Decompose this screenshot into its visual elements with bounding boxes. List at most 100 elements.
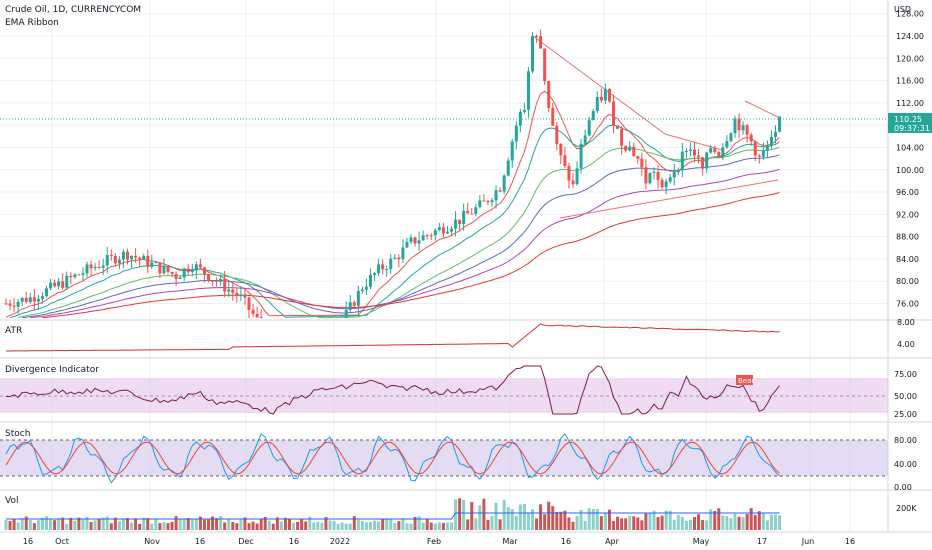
candle-body [243,294,247,298]
candle-body [186,268,190,273]
volume-bar [320,522,324,530]
stoch-d-line [5,441,780,475]
candlesticks [4,29,782,319]
ema-line [30,168,780,319]
bear-badge-bg [736,375,753,385]
candle-body [466,211,470,214]
candle-body [539,36,543,49]
candle-body [113,255,117,264]
candle-body [737,118,741,131]
volume-bar [567,517,571,530]
pennant-top[interactable] [744,100,781,119]
candle-body [660,179,664,188]
candle-body [255,313,259,318]
volume-bar [684,520,688,530]
candle-body [599,97,603,101]
volume-bar [267,520,271,530]
candle-body [709,148,713,153]
price-tick: 84.00 [896,255,919,264]
candle-body [150,262,154,267]
candle-body [640,158,644,168]
bear-badge[interactable]: Bear [738,377,754,385]
candle-body [595,97,599,111]
volume-bar [644,512,648,530]
last-price-value: 110.25 [894,115,922,124]
volume-bar [85,516,89,530]
candle-body [733,118,737,134]
vol-label[interactable]: Vol [5,496,18,506]
volume-bar [373,520,377,530]
support-trendline[interactable] [559,179,779,219]
stoch-tick: 0.00 [894,483,912,492]
volume-bar [607,509,611,530]
candle-body [417,240,421,244]
resistance-trendline[interactable] [532,35,666,135]
candle-body [223,279,227,292]
price-tick: 96.00 [896,188,919,197]
stoch-label[interactable]: Stoch [5,429,30,439]
currency-label: USD [894,5,911,14]
price-tick: 92.00 [896,210,919,219]
volume-bar [668,510,672,530]
time-axis[interactable]: 16 Oct Nov 16 Dec 16 2022 Feb Mar 16 Apr May 17 Jun 16 [23,537,855,546]
volume-bar [737,516,741,530]
candle-body [162,266,166,274]
volume-bar [462,499,466,530]
stoch-axis[interactable]: 80.00 40.00 0.00 [894,436,917,492]
candle-body [769,136,773,146]
ema-line [5,90,780,318]
price-axis[interactable]: 128.00124.00120.00116.00112.00108.00104.… [896,10,924,309]
volume-bar [486,519,490,530]
volume-bar [101,517,105,530]
atr-axis[interactable]: 8.00 4.00 [897,318,915,349]
price-tick: 80.00 [896,277,919,286]
candle-body [510,141,514,161]
candle-body [49,282,53,289]
vol-axis[interactable]: 200K [896,504,917,513]
volume-bar [765,520,769,530]
candle-body [522,109,526,112]
candle-body [77,274,81,276]
volume-bar [539,504,543,530]
price-tick: 112.00 [896,99,924,108]
divergence-label[interactable]: Divergence Indicator [5,365,99,375]
candle-body [559,143,563,156]
volume-bar [117,521,121,530]
time-tick: 2022 [330,537,350,546]
candle-body [215,280,219,282]
volume-bars [4,498,782,530]
volume-bar [535,518,539,530]
candle-body [656,171,660,180]
candle-body [697,155,701,158]
symbol-title[interactable]: Crude Oil, 1D, CURRENCYCOM [5,5,141,15]
price-tick: 88.00 [896,233,919,242]
candle-body [409,237,413,242]
volume-bar [186,518,190,530]
volume-bar [190,518,194,530]
candle-body [437,227,441,231]
divergence-axis[interactable]: 75.00 50.00 25.00 [894,370,917,419]
candle-body [729,133,733,142]
volume-bar [12,519,16,530]
price-tick: 124.00 [896,32,924,41]
rsi-tick: 75.00 [894,370,917,379]
volume-bar [429,522,433,530]
volume-bar [138,523,142,530]
volume-bar [725,516,729,530]
candle-body [721,147,725,158]
volume-bar [693,517,696,530]
candle-body [684,151,688,153]
volume-bar [356,519,360,530]
candle-body [636,156,640,159]
resistance-trendline-2[interactable] [664,133,723,151]
candle-body [676,170,680,173]
time-tick: Mar [502,537,518,546]
volume-bar [28,520,32,530]
atr-label[interactable]: ATR [5,326,22,336]
trendlines[interactable] [532,35,781,219]
candle-body [397,257,401,260]
stoch-band [0,440,888,476]
ema-ribbon-label[interactable]: EMA Ribbon [5,18,59,28]
volume-bar [729,518,733,530]
